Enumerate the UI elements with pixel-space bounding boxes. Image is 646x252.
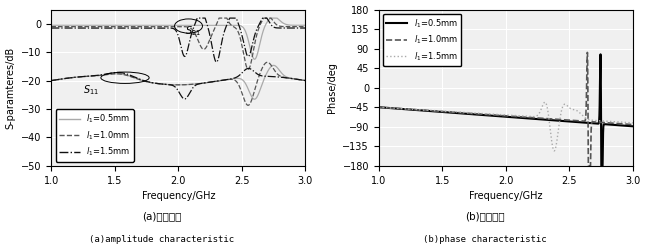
Text: (a)amplitude characteristic: (a)amplitude characteristic xyxy=(89,235,234,244)
Text: (b)相位特性: (b)相位特性 xyxy=(464,211,505,221)
Text: (b)phase characteristic: (b)phase characteristic xyxy=(422,235,547,244)
Text: (a)幅度特性: (a)幅度特性 xyxy=(142,211,181,221)
X-axis label: Frequency/GHz: Frequency/GHz xyxy=(141,191,215,201)
Legend: $l_1$=0.5mm, $l_1$=1.0mm, $l_1$=1.5mm: $l_1$=0.5mm, $l_1$=1.0mm, $l_1$=1.5mm xyxy=(383,14,461,66)
Legend: $l_1$=0.5mm, $l_1$=1.0mm, $l_1$=1.5mm: $l_1$=0.5mm, $l_1$=1.0mm, $l_1$=1.5mm xyxy=(56,109,134,162)
Y-axis label: S-paramteres/dB: S-paramteres/dB xyxy=(6,47,16,129)
Text: $S_{21}$: $S_{21}$ xyxy=(185,24,201,38)
X-axis label: Frequency/GHz: Frequency/GHz xyxy=(469,191,543,201)
Y-axis label: Phase/deg: Phase/deg xyxy=(327,62,337,113)
Text: $S_{11}$: $S_{11}$ xyxy=(83,83,99,97)
